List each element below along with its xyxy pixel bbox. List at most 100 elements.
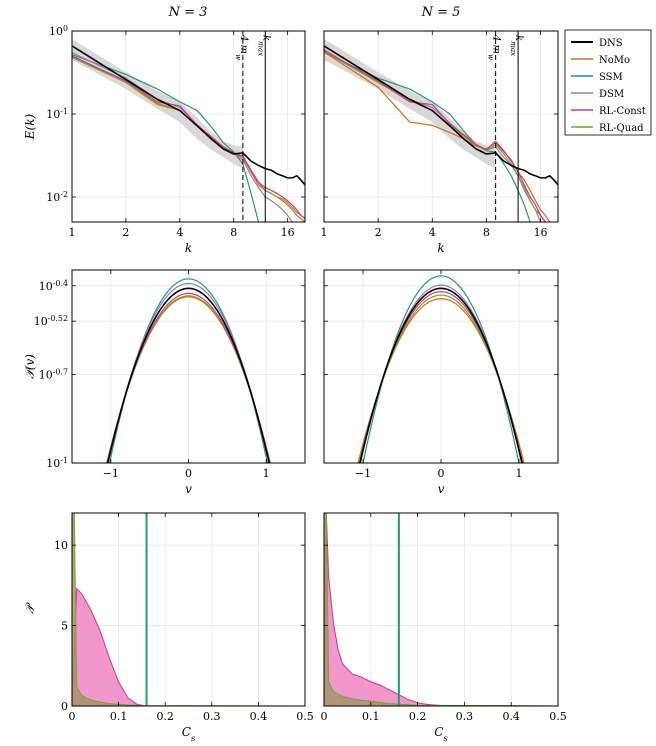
grid (72, 270, 305, 464)
cutoff-label-kmax: kmax (510, 35, 525, 56)
panel-pdf_n5: −1 0 1 v (323, 269, 559, 496)
x-tick-label: 0.1 (110, 710, 128, 723)
y-axis-label: 𝒫 (23, 602, 37, 614)
ticks (71, 30, 305, 222)
x-tick-label: 4 (429, 226, 436, 239)
spectrum-line-ssm (324, 52, 531, 222)
x-tick-label: 1 (516, 467, 523, 480)
axes-frame (323, 512, 559, 707)
y-tick-label: 10-2 (46, 190, 68, 205)
spectrum-line-dns (72, 45, 305, 186)
plot-area (357, 275, 525, 463)
x-tick-label: 0.5 (296, 710, 314, 723)
x-tick-label: 4 (176, 226, 183, 239)
legend-label-dsm: DSM (599, 89, 624, 100)
x-tick-label: −1 (355, 467, 371, 480)
plot-area (324, 39, 558, 222)
spectrum-line-dns (324, 45, 558, 186)
plot-area (106, 278, 271, 463)
x-tick-label: 0.4 (502, 710, 520, 723)
y-tick-label: 0 (61, 700, 68, 713)
y-tick-label: 5 (61, 620, 68, 633)
x-tick-label: 8 (230, 226, 237, 239)
legend-label-dns: DNS (599, 38, 623, 49)
x-tick-label: 0 (185, 467, 192, 480)
pdf-line-dns (359, 287, 523, 463)
y-tick-label: 10-0.7 (39, 367, 68, 382)
x-axis-label: Cs (182, 725, 196, 744)
y-axis-label: 𝒫(v) (23, 354, 37, 379)
x-tick-label: 0.4 (250, 710, 268, 723)
dns-uncertainty-band (324, 39, 496, 169)
ticks (72, 270, 305, 464)
pdf-line-nomo (357, 298, 525, 463)
y-tick-label: 10-0.4 (39, 278, 68, 293)
x-tick-label: 1 (263, 467, 270, 480)
axes-frame (323, 30, 559, 223)
x-tick-label: 1 (321, 226, 328, 239)
x-tick-label: 0 (321, 710, 328, 723)
x-tick-label: 0.5 (549, 710, 567, 723)
cutoff-label-4mw: 4 mw (234, 34, 249, 60)
spectrum-line-rl-quad (72, 56, 305, 220)
panel-spectrum_n3: 4 mw kmax 1 2 4 8 16 10-2 10-1 100 k E(k) (23, 24, 306, 255)
x-tick-label: 0.2 (156, 710, 174, 723)
cutoff-label-4mw: 4 mw (487, 34, 502, 60)
y-tick-label: 10-1 (46, 456, 68, 471)
x-tick-label: 2 (375, 226, 382, 239)
x-tick-label: 0.1 (362, 710, 380, 723)
axes-frame (71, 512, 306, 707)
pdf-line-dns (106, 287, 271, 463)
y-tick-label: 10 (54, 539, 68, 552)
y-tick-label: 10-1 (46, 107, 68, 122)
x-axis-label: k (185, 241, 192, 255)
panel-pdf_n3: −1 0 1 10-1 10-0.7 10-0.52 10-0.4 v 𝒫(v) (23, 269, 306, 496)
ticks (71, 513, 306, 707)
spectrum-line-rl-const (324, 50, 546, 222)
spectrum-line-dsm (72, 52, 293, 222)
x-tick-label: 16 (281, 226, 295, 239)
histogram-rl-const (72, 587, 305, 706)
spectrum-line-nomo (324, 51, 551, 222)
x-axis-label: v (438, 482, 445, 496)
plot-area (72, 39, 305, 222)
x-tick-label: 1 (69, 226, 76, 239)
cutoff-label-kmax: kmax (257, 35, 272, 56)
x-axis-label: v (185, 482, 192, 496)
y-tick-label: 10-0.52 (34, 314, 68, 329)
panel-spectrum_n5: 4 mw kmax 1 2 4 8 16 k (321, 30, 559, 255)
pdf-line-ssm (108, 278, 269, 463)
x-tick-label: 0.3 (203, 710, 221, 723)
legend: DNS NoMo SSM DSM RL-Const RL-Quad (564, 29, 652, 136)
x-axis-label: Cs (434, 725, 448, 744)
x-tick-label: 8 (483, 226, 490, 239)
x-axis-label: k (437, 241, 444, 255)
panel-hist_n3: 0 0.1 0.2 0.3 0.4 0.5 0 5 10 Cs 𝒫 (23, 512, 314, 744)
ticks (324, 270, 558, 464)
spectrum-line-rl-const (72, 55, 305, 220)
legend-label-nomo: NoMo (599, 55, 630, 66)
axes-frame (71, 30, 306, 223)
pdf-line-ssm (362, 275, 520, 463)
column-title-n5: N = 5 (421, 5, 461, 20)
spectrum-line-ssm (72, 54, 260, 222)
x-tick-label: 16 (534, 226, 548, 239)
plot-area (72, 513, 305, 706)
histogram-rl-const (324, 513, 558, 706)
legend-frame (564, 29, 652, 136)
x-tick-label: 0.2 (409, 710, 427, 723)
legend-label-rl-quad: RL-Quad (599, 123, 644, 134)
column-title-n3: N = 3 (168, 5, 208, 20)
x-tick-label: −1 (103, 467, 119, 480)
legend-label-ssm: SSM (599, 72, 623, 83)
ticks (323, 513, 559, 707)
x-tick-label: 0 (69, 710, 76, 723)
panel-hist_n5: 0 0.1 0.2 0.3 0.4 0.5 Cs (321, 512, 567, 744)
x-tick-label: 0 (438, 467, 445, 480)
plot-area (324, 513, 558, 706)
ticks (323, 30, 558, 222)
legend-label-rl-const: RL-Const (599, 106, 646, 117)
x-tick-label: 0.3 (456, 710, 474, 723)
